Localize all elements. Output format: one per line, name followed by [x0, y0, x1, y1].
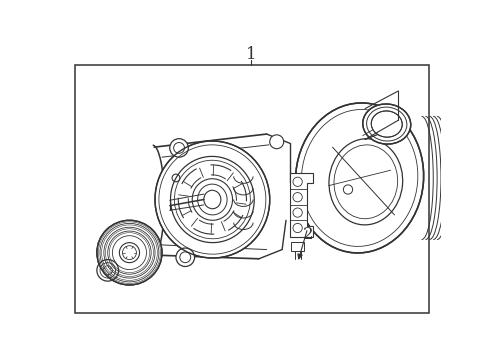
Circle shape	[176, 248, 195, 266]
Circle shape	[343, 185, 353, 194]
Circle shape	[97, 220, 162, 285]
Ellipse shape	[295, 103, 424, 253]
Text: 1: 1	[246, 46, 256, 63]
Polygon shape	[290, 172, 313, 237]
Circle shape	[270, 135, 284, 149]
Ellipse shape	[363, 104, 411, 144]
Text: 2: 2	[302, 226, 313, 243]
Ellipse shape	[155, 141, 270, 258]
Circle shape	[293, 223, 302, 233]
Circle shape	[170, 139, 188, 157]
Circle shape	[293, 208, 302, 217]
Ellipse shape	[371, 111, 402, 137]
Circle shape	[172, 174, 180, 182]
Circle shape	[293, 177, 302, 186]
Circle shape	[173, 143, 184, 153]
Circle shape	[293, 193, 302, 202]
Circle shape	[180, 252, 191, 263]
Polygon shape	[292, 242, 304, 251]
Bar	[75, 65, 429, 313]
